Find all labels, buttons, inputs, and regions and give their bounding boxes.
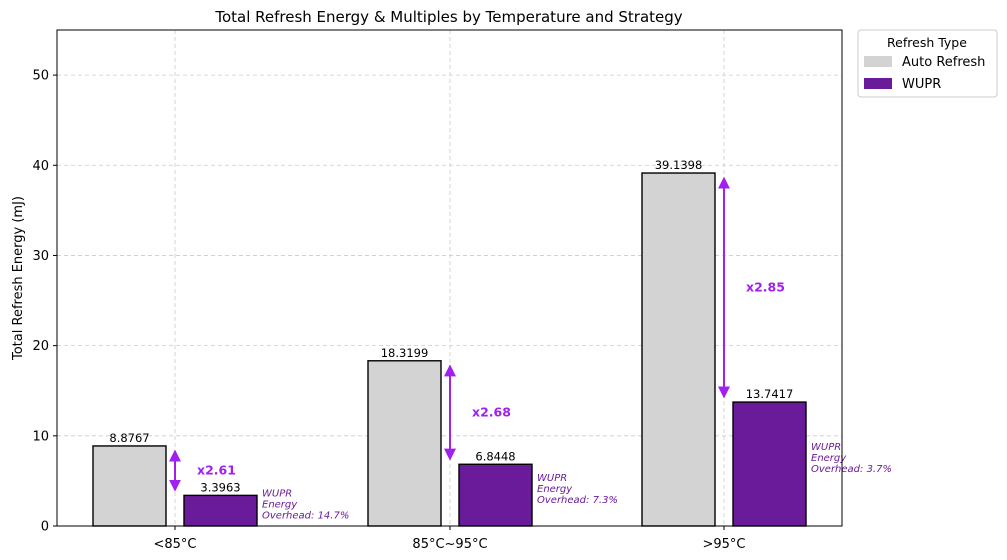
chart-title: Total Refresh Energy & Multiples by Temp… xyxy=(214,8,682,26)
overhead-note-0-line-0: WUPR xyxy=(262,489,292,500)
multiple-label-2: x2.85 xyxy=(746,280,785,295)
y-tick-label-4: 40 xyxy=(32,159,49,174)
overhead-note-2-line-2: Overhead: 3.7% xyxy=(811,464,892,475)
bar-wupr-1 xyxy=(458,463,533,527)
bar-label-auto-refresh-1: 18.3199 xyxy=(381,346,429,360)
axis-ticks: 0 10 20 30 40 50 <85°C 85°C~95°C >95°C xyxy=(32,69,745,552)
legend: Refresh Type Auto Refresh WUPR xyxy=(857,29,998,98)
legend-swatch-auto-refresh xyxy=(864,56,892,67)
bar-label-auto-refresh-0: 8.8767 xyxy=(109,431,149,445)
overhead-note-0-line-1: Energy xyxy=(262,500,298,511)
x-tick-label-0: <85°C xyxy=(153,537,196,552)
bar-label-auto-refresh-2: 39.1398 xyxy=(655,158,703,172)
bar-label-wupr-0: 3.3963 xyxy=(200,480,240,494)
bar-auto-refresh-2 xyxy=(641,172,716,527)
overhead-note-2-line-1: Energy xyxy=(811,453,847,464)
y-tick-label-3: 30 xyxy=(32,249,49,264)
y-tick-label-2: 20 xyxy=(32,339,49,354)
legend-box xyxy=(857,29,998,98)
overhead-note-1-line-0: WUPR xyxy=(537,473,567,484)
y-tick-label-5: 50 xyxy=(32,69,49,84)
overhead-note-2-line-0: WUPR xyxy=(811,442,841,453)
y-tick-label-1: 10 xyxy=(32,429,49,444)
y-axis-label: Total Refresh Energy (mJ) xyxy=(11,196,26,361)
y-tick-label-0: 0 xyxy=(41,520,49,535)
bar-wupr-2 xyxy=(732,401,807,527)
bar-wupr-0 xyxy=(183,494,258,527)
overhead-note-1-line-1: Energy xyxy=(537,484,573,495)
x-tick-label-2: >95°C xyxy=(702,537,745,552)
bar-label-wupr-1: 6.8448 xyxy=(475,449,515,463)
legend-title: Refresh Type xyxy=(887,35,967,50)
legend-swatch-wupr xyxy=(864,78,892,89)
bar-auto-refresh-0 xyxy=(92,445,167,527)
multiple-label-1: x2.68 xyxy=(472,405,511,420)
overhead-note-1-line-2: Overhead: 7.3% xyxy=(537,495,618,506)
bar-auto-refresh-1 xyxy=(367,360,442,527)
x-tick-label-1: 85°C~95°C xyxy=(412,537,487,552)
overhead-note-0-line-2: Overhead: 14.7% xyxy=(262,511,349,522)
legend-label-auto-refresh: Auto Refresh xyxy=(902,55,985,70)
multiple-label-0: x2.61 xyxy=(197,463,236,478)
legend-label-wupr: WUPR xyxy=(902,77,941,92)
bar-label-wupr-2: 13.7417 xyxy=(746,387,794,401)
